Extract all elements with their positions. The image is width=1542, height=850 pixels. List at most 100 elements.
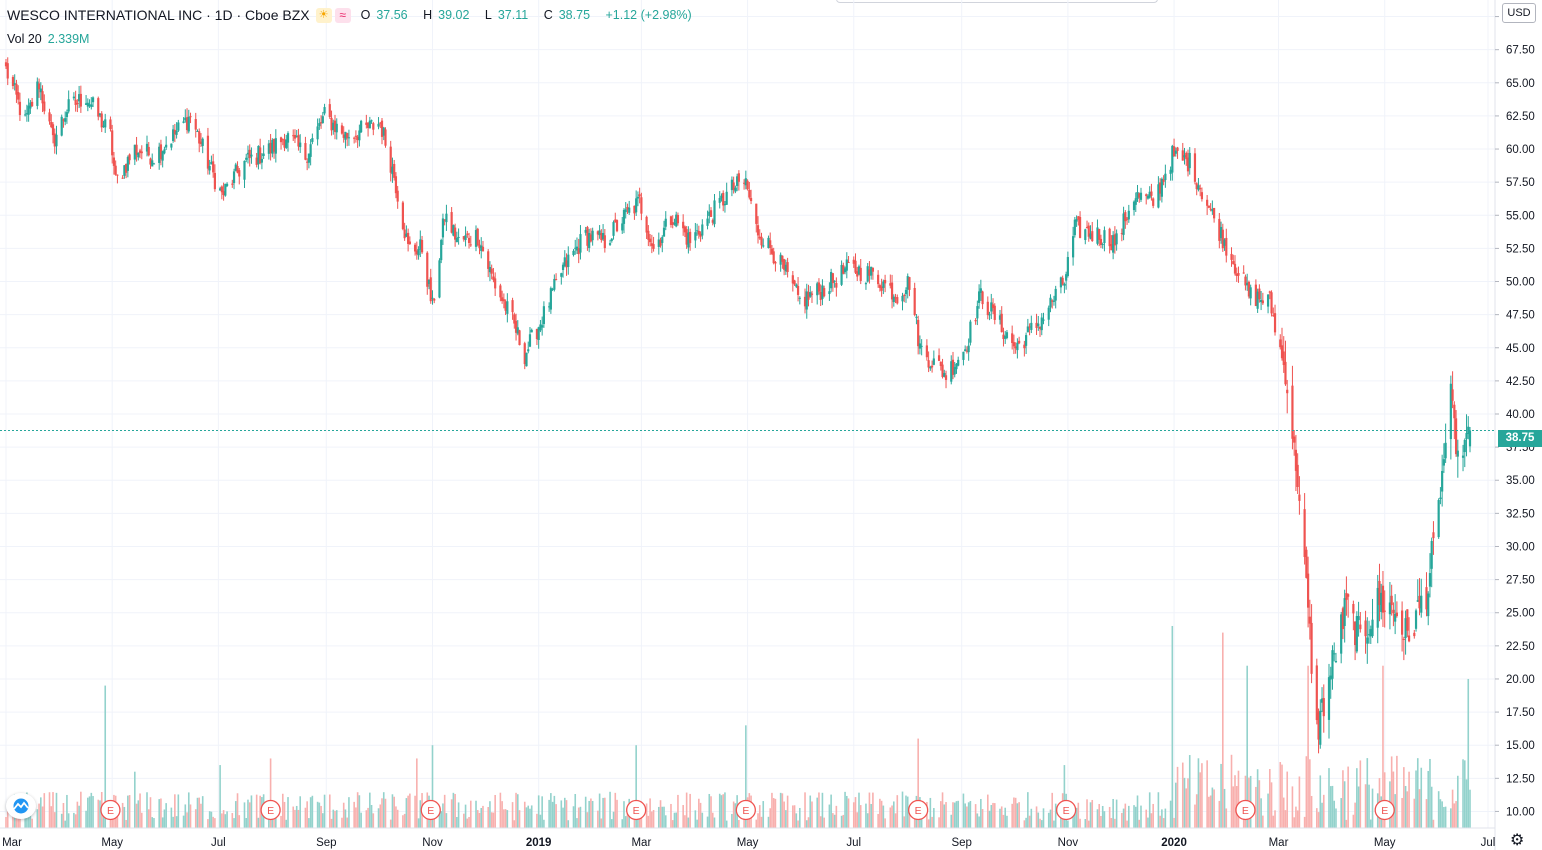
settings-gear-icon[interactable]: ⚙ [1510,832,1525,849]
candle-body [1465,433,1468,439]
volume-bar [356,792,359,828]
volume-bar [464,804,467,828]
data-status-icon[interactable]: ≈ [334,7,351,23]
candle-body [36,81,39,106]
volume-bar [280,815,282,828]
earnings-marker[interactable]: E [1374,799,1395,821]
volume-bar [539,814,542,828]
volume-bar [990,805,993,828]
volume-bar [1457,775,1459,828]
candle-body [149,158,152,165]
candle [1011,325,1014,350]
candle [225,182,229,188]
candle [1310,604,1313,684]
volume-bar [1108,806,1111,828]
volume-bar [172,816,174,828]
candle-body [662,227,666,237]
candle [1054,285,1057,309]
candle-body [793,280,796,285]
candle-body [13,83,16,85]
market-session-icon[interactable]: ☀ [315,7,332,23]
volume-bar [1063,765,1066,828]
volume-bar [854,797,857,828]
earnings-marker[interactable]: E [1055,799,1077,821]
candle-body [697,230,700,235]
volume-bar [1042,808,1045,828]
earnings-marker[interactable]: E [626,799,647,821]
earnings-marker-label: E [1242,805,1249,817]
volume-bar [414,795,416,828]
volume-bar [600,818,603,828]
symbol-legend[interactable]: WESCO INTERNATIONAL INC · 1D · Cboe BZX … [7,7,698,23]
earnings-marker[interactable]: E [735,799,756,821]
candle [847,255,850,264]
volume-bar [962,793,965,828]
volume-bar [189,804,192,828]
candle [114,160,117,176]
candle [189,112,192,124]
time-tick-label: Jul [1481,837,1496,849]
candle-body [72,96,75,99]
candle [965,346,969,354]
candle [407,228,410,252]
candle [426,251,429,295]
candle-body [537,327,540,340]
volume-bar [311,795,314,828]
candle [1172,138,1176,157]
candle [1162,175,1165,186]
low-value: 37.11 [497,8,529,22]
earnings-marker[interactable]: E [1235,799,1256,821]
tradingview-logo[interactable] [6,793,36,819]
volume-bar [1463,760,1466,828]
earnings-marker[interactable]: E [260,799,281,821]
candle [356,134,359,148]
earnings-marker[interactable]: E [908,799,929,821]
candle-body [892,296,895,303]
candle-body [84,103,88,105]
volume-bar [146,792,148,828]
candle [262,145,265,159]
candle [306,158,309,171]
candle [1322,684,1325,733]
candle-body [389,146,392,173]
candle-body [883,279,887,284]
candle-body [878,285,881,288]
candle [1073,216,1076,238]
candle-body [335,123,338,133]
earnings-marker[interactable]: E [420,799,441,821]
time-scale[interactable]: Mar May Jul Sep Nov 2019 Mar May Jul Sep Nov 2020 Ma… [2,837,1495,849]
volume-bar [80,791,82,828]
candle [1110,235,1113,251]
candle-body [762,245,765,247]
candle [598,225,601,239]
candle-body [6,63,9,79]
volume-bar [664,815,667,828]
candle-body [272,139,276,152]
candle-body [391,166,394,175]
candle [676,212,680,226]
candle-body [1371,619,1374,637]
volume-legend[interactable]: Vol 20 2.339M [7,32,89,46]
volume-bar [1413,798,1416,828]
candle [504,299,507,316]
earnings-marker[interactable]: E [100,799,121,821]
candle [11,75,15,90]
candle-body [481,246,485,252]
volume-bar [530,805,533,828]
volume-bar [731,813,733,828]
symbol-title[interactable]: WESCO INTERNATIONAL INC · 1D · Cboe BZX [7,7,310,23]
volume-bar [344,809,347,828]
currency-label[interactable]: USD [1502,3,1536,23]
volume-bar [292,806,295,828]
candle [697,225,700,239]
candle-body [962,351,965,360]
candle [675,211,678,228]
candle-body [553,278,556,290]
volume-bar [330,818,333,828]
candle [182,117,185,124]
candle-body [490,268,493,274]
candle [431,290,434,305]
price-scale[interactable]: 70.0067.5065.0062.5060.0057.5055.0052.50… [1495,12,1535,819]
